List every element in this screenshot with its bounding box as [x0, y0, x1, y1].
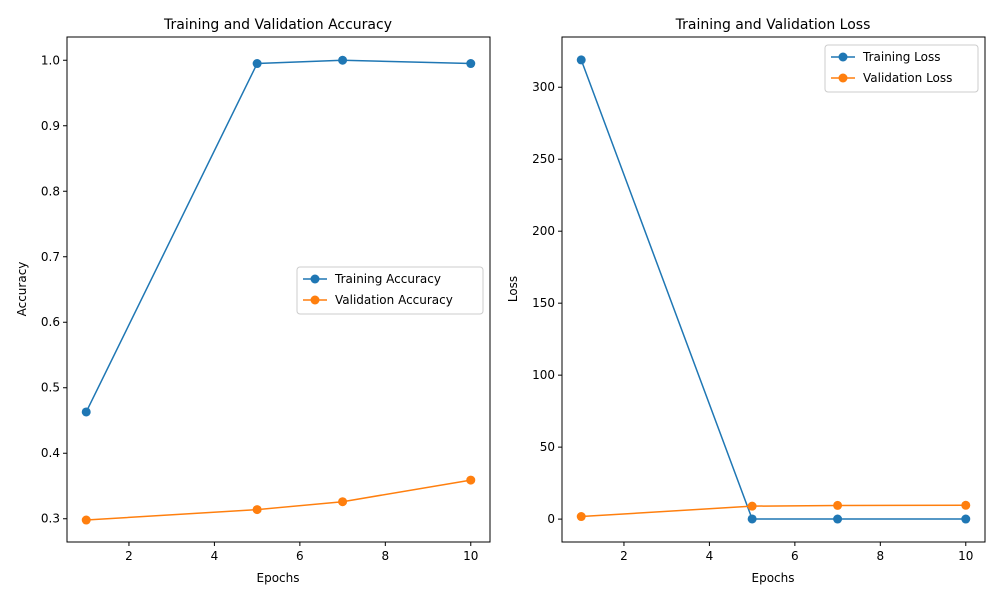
loss-x-tick-label: 8	[876, 549, 884, 563]
loss-x-tick-label: 4	[706, 549, 714, 563]
loss-series-0-point	[833, 514, 843, 524]
accuracy-axes-frame	[66, 36, 491, 543]
loss-y-axis-label: Loss	[506, 276, 520, 302]
loss-series-0-point	[961, 514, 971, 524]
accuracy-series-1-point	[466, 475, 476, 485]
loss-series-line-1	[581, 504, 966, 518]
accuracy-legend-label-1: Validation Accuracy	[335, 293, 453, 307]
accuracy-y-tick-label: 0.6	[41, 315, 60, 329]
loss-subplot: Training and Validation Loss Epochs Loss…	[506, 17, 986, 585]
accuracy-y-tick-label: 0.9	[41, 119, 60, 133]
accuracy-y-tick-label: 1.0	[41, 53, 60, 67]
loss-legend-label-0: Training Loss	[862, 50, 940, 64]
accuracy-x-tick-label: 2	[125, 549, 133, 563]
loss-y-tick-label: 100	[532, 368, 555, 382]
accuracy-legend-marker-1	[310, 295, 320, 305]
accuracy-legend-marker-0	[310, 274, 320, 284]
accuracy-chart-title: Training and Validation Accuracy	[163, 17, 392, 33]
loss-axes-frame	[561, 36, 986, 543]
accuracy-x-axis-label: Epochs	[257, 571, 300, 585]
loss-series-0-point	[747, 514, 757, 524]
loss-series-1-point	[747, 501, 757, 511]
loss-y-tick-label: 200	[532, 224, 555, 238]
loss-y-tick-label: 150	[532, 296, 555, 310]
loss-legend-marker-0	[838, 52, 848, 62]
accuracy-series-1-point	[81, 515, 91, 525]
accuracy-x-tick-label: 8	[381, 549, 389, 563]
accuracy-legend-label-0: Training Accuracy	[334, 272, 441, 286]
accuracy-series-1-point	[338, 497, 348, 507]
accuracy-subplot: Training and Validation Accuracy Epochs …	[15, 17, 491, 585]
loss-series-1-point	[576, 512, 586, 522]
accuracy-series-0-point	[252, 59, 262, 69]
accuracy-y-tick-label: 0.7	[41, 250, 60, 264]
loss-legend-box	[824, 44, 979, 93]
loss-series-line-0	[580, 59, 966, 520]
accuracy-y-tick-label: 0.3	[41, 512, 60, 526]
accuracy-series-line-0	[85, 59, 471, 413]
accuracy-series-line-1	[86, 479, 471, 521]
loss-y-tick-label: 300	[532, 80, 555, 94]
accuracy-series-0-point	[338, 55, 348, 65]
accuracy-y-tick-label: 0.5	[41, 381, 60, 395]
accuracy-y-tick-label: 0.4	[41, 446, 60, 460]
accuracy-y-axis-label: Accuracy	[15, 262, 29, 317]
loss-series-0-point	[576, 55, 586, 65]
loss-x-tick-label: 10	[958, 549, 973, 563]
accuracy-series-0-point	[81, 407, 91, 417]
accuracy-x-tick-label: 6	[296, 549, 304, 563]
accuracy-series-0-point	[466, 59, 476, 69]
loss-legend-marker-1	[838, 73, 848, 83]
loss-y-tick-label: 50	[540, 440, 555, 454]
accuracy-legend-box	[296, 266, 484, 315]
loss-series-1-point	[833, 500, 843, 510]
loss-y-tick-label: 250	[532, 152, 555, 166]
accuracy-y-tick-label: 0.8	[41, 184, 60, 198]
accuracy-marks: 2 4 6 8 10 0.3 0.4 0.5 0.6 0.7 0.8 0.9 1.0	[41, 53, 479, 563]
loss-x-axis-label: Epochs	[752, 571, 795, 585]
loss-chart-title: Training and Validation Loss	[675, 17, 871, 33]
loss-legend: Training Loss Validation Loss	[824, 44, 979, 93]
accuracy-x-tick-label: 10	[463, 549, 478, 563]
accuracy-legend: Training Accuracy Validation Accuracy	[296, 266, 484, 315]
loss-x-tick-label: 2	[620, 549, 628, 563]
loss-series-1-point	[961, 500, 971, 510]
loss-x-tick-label: 6	[791, 549, 799, 563]
accuracy-series-1-point	[252, 505, 262, 515]
loss-y-tick-label: 0	[547, 512, 555, 526]
accuracy-x-tick-label: 4	[211, 549, 219, 563]
loss-legend-label-1: Validation Loss	[863, 71, 952, 85]
